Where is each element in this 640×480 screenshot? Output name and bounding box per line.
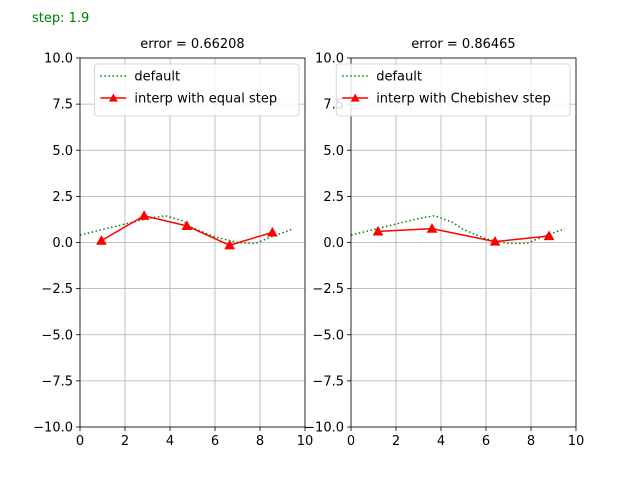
x-tick-label: 0	[347, 434, 355, 449]
data-point	[372, 225, 384, 236]
data-point	[138, 210, 150, 220]
y-tick-label: −2.5	[41, 282, 73, 297]
left-chart: 0 2 4 6 8 10 −10.0 −7.5 −5.0 −2.5 0.0 2.5 5.0 7.5 10.0…	[33, 37, 313, 449]
y-tick-label: 0.0	[323, 236, 344, 251]
legend-box	[335, 63, 571, 117]
legend-marker	[108, 93, 118, 102]
y-tick-label: 5.0	[52, 144, 73, 159]
y-tick-label: 5.0	[323, 144, 344, 159]
x-tick-label: 6	[482, 434, 490, 449]
x-tick-label: 8	[256, 434, 264, 449]
data-point	[224, 239, 235, 250]
y-tick-label: 10.0	[44, 52, 73, 67]
y-tick-label: −10.0	[33, 421, 73, 436]
y-tick-label: 2.5	[52, 190, 73, 205]
x-tick-label: 4	[166, 434, 174, 449]
y-tick-label: −5.0	[41, 328, 73, 343]
data-point	[543, 230, 555, 241]
right-chart: 0 2 4 6 8 10−10.0−7.5−5.0−2.50.02.55.07.510.0…	[304, 37, 584, 449]
x-tick-label: 6	[211, 434, 219, 449]
chart-title: error = 0.66208	[140, 37, 244, 52]
chart-title: error = 0.86465	[411, 37, 515, 52]
series-line	[350, 214, 566, 245]
x-tick-label: 2	[121, 434, 129, 449]
y-tick-label: 0.0	[52, 236, 73, 251]
y-tick-label: −5.0	[312, 328, 344, 343]
data-point	[426, 223, 438, 233]
series-line	[377, 227, 550, 243]
y-tick-label: −2.5	[312, 282, 344, 297]
data-point	[489, 236, 501, 246]
y-tick-label: 10.0	[315, 52, 344, 67]
legend-marker	[350, 93, 360, 102]
data-point	[267, 226, 278, 237]
x-tick-label: 8	[527, 434, 535, 449]
x-tick-label: 2	[392, 434, 400, 449]
x-tick-label: 0	[76, 434, 84, 449]
legend-label: default	[376, 70, 422, 85]
y-tick-label: −7.5	[41, 374, 73, 389]
legend-label: default	[134, 70, 180, 85]
x-tick-label: 10	[297, 434, 314, 449]
data-point	[181, 220, 193, 230]
legend-label: interp with Chebishev step	[376, 92, 551, 107]
y-tick-label: −7.5	[312, 374, 344, 389]
y-tick-label: 2.5	[323, 190, 344, 205]
legend-label: interp with equal step	[134, 92, 277, 107]
y-tick-label: 7.5	[52, 98, 73, 113]
series-line	[100, 214, 273, 247]
legend-box	[94, 63, 300, 117]
y-tick-label: −10.0	[304, 421, 344, 436]
data-point	[96, 235, 107, 245]
step-label: step: 1.9	[32, 11, 90, 26]
x-tick-label: 4	[437, 434, 445, 449]
x-tick-label: 10	[568, 434, 585, 449]
